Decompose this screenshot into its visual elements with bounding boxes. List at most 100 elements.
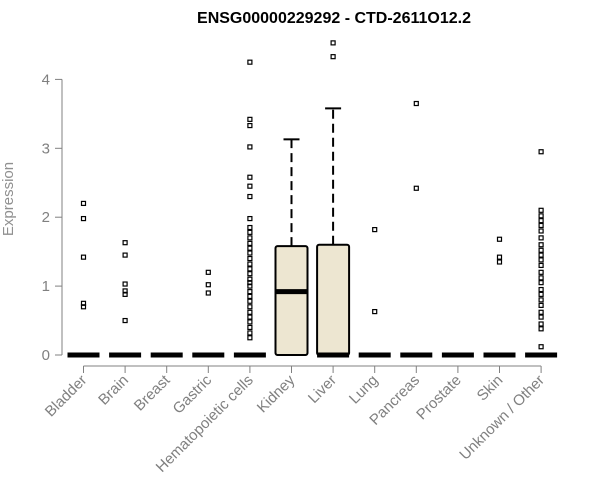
box-group — [525, 149, 558, 358]
box-group — [274, 138, 309, 356]
y-tick-label: 3 — [42, 140, 50, 157]
plot-area — [67, 40, 558, 358]
outlier-point — [122, 240, 128, 246]
outlier-point — [247, 250, 253, 256]
outlier-point — [80, 200, 87, 207]
box — [274, 245, 309, 356]
outlier-point — [247, 304, 253, 310]
outlier-point — [247, 215, 253, 222]
outlier-point — [538, 213, 544, 219]
y-tick-label: 4 — [42, 71, 50, 88]
box-group — [67, 200, 100, 358]
box-group — [316, 40, 351, 358]
outlier-point — [247, 193, 253, 200]
outlier-point — [247, 122, 253, 129]
x-tick-label: Kidney — [254, 371, 299, 416]
outlier-point — [247, 324, 253, 331]
outlier-point — [247, 255, 253, 262]
outlier-point — [496, 259, 503, 265]
outlier-point — [330, 40, 336, 46]
x-tick-label: Prostate — [413, 372, 465, 424]
outlier-point — [80, 300, 87, 306]
outlier-point — [496, 254, 503, 260]
outlier-point — [538, 309, 544, 315]
outlier-point — [247, 266, 253, 272]
outlier-point — [538, 218, 544, 224]
outlier-point — [247, 314, 253, 320]
outlier-point — [538, 262, 544, 269]
outlier-point — [247, 330, 253, 336]
box — [316, 243, 351, 356]
x-tick-label: Brain — [95, 372, 132, 409]
outlier-point — [538, 297, 544, 303]
outlier-point — [538, 207, 544, 213]
outlier-point — [247, 335, 253, 341]
box-group — [358, 227, 391, 358]
outlier-point — [247, 59, 253, 65]
outlier-point — [538, 286, 544, 293]
outlier-point — [122, 281, 128, 287]
y-axis: 0 1 2 3 4 — [42, 71, 63, 364]
outlier-point — [247, 235, 253, 241]
outlier-point — [247, 271, 253, 277]
outlier-point — [372, 227, 378, 233]
outlier-point — [247, 144, 253, 150]
outlier-point — [247, 309, 253, 315]
outlier-point — [330, 54, 336, 60]
x-tick-label: Skin — [474, 372, 507, 405]
outlier-point — [538, 344, 544, 350]
outlier-point — [538, 291, 544, 297]
outlier-point — [247, 289, 253, 295]
box-group — [400, 100, 433, 358]
outlier-point — [413, 100, 419, 107]
outlier-point — [538, 314, 544, 320]
outlier-point — [247, 293, 253, 300]
outlier-point — [413, 185, 419, 191]
x-tick-label: Bladder — [42, 372, 91, 421]
x-tick-label: Breast — [131, 371, 174, 414]
box-group — [483, 236, 516, 358]
y-tick-label: 0 — [42, 347, 50, 364]
outlier-point — [247, 229, 253, 235]
outlier-point — [538, 280, 544, 286]
outlier-point — [538, 275, 544, 281]
y-tick-label: 1 — [42, 278, 50, 295]
y-tick-label: 2 — [42, 209, 50, 226]
box-group — [233, 59, 266, 358]
outlier-point — [538, 326, 544, 332]
chart-title: ENSG00000229292 - CTD-2611O12.2 — [197, 10, 471, 27]
outlier-point — [538, 242, 544, 248]
outlier-point — [538, 257, 544, 263]
box-group — [109, 240, 142, 358]
outlier-point — [538, 149, 544, 155]
outlier-point — [538, 247, 544, 253]
outlier-point — [538, 235, 544, 241]
outlier-point — [122, 317, 128, 324]
y-axis-label: Expression — [0, 162, 17, 236]
outlier-point — [538, 252, 544, 258]
outlier-point — [247, 261, 253, 267]
outlier-point — [80, 215, 87, 222]
outlier-point — [538, 321, 544, 327]
outlier-point — [247, 298, 253, 304]
outlier-point — [205, 282, 211, 288]
outlier-point — [496, 236, 503, 242]
outlier-point — [247, 116, 253, 122]
outlier-point — [372, 308, 378, 315]
outlier-point — [205, 290, 211, 296]
outlier-point — [122, 252, 128, 258]
outlier-point — [538, 222, 544, 229]
x-tick-label: Lung — [346, 372, 382, 408]
outlier-point — [247, 240, 253, 246]
outlier-point — [205, 269, 211, 275]
outlier-point — [538, 228, 544, 234]
outlier-point — [247, 245, 253, 251]
outlier-point — [122, 288, 128, 294]
outlier-point — [80, 254, 87, 260]
outlier-point — [247, 276, 253, 282]
outlier-point — [247, 319, 253, 325]
outlier-point — [247, 183, 253, 189]
x-tick-label: Liver — [305, 372, 340, 407]
